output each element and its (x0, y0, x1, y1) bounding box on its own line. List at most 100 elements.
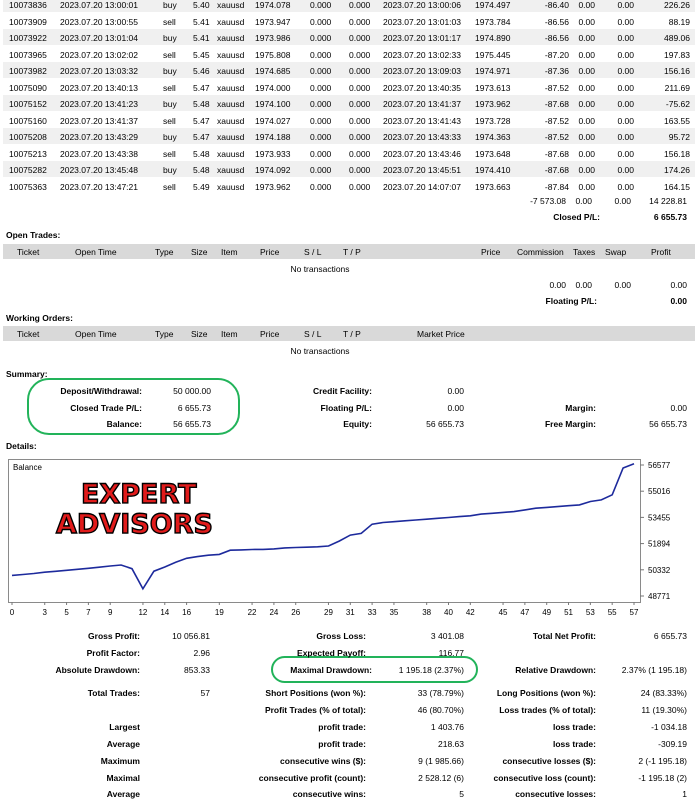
deal-cell-tp: 0.000 (349, 33, 371, 43)
deal-cell-swap: 0.00 (617, 16, 634, 27)
largest-profit-value: 1 403.76 (430, 722, 464, 732)
x-tick-label: 33 (368, 608, 377, 617)
col-open-time: Open Time (75, 329, 117, 339)
free-margin-value: 56 655.73 (649, 419, 687, 429)
y-tick-label: 48771 (648, 592, 671, 601)
avg-consecutive-losses-label: consecutive losses: (515, 789, 596, 799)
deal-cell-sl: 0.000 (310, 49, 332, 60)
deal-cell-size: 5.47 (193, 82, 210, 93)
absolute-drawdown-label: Absolute Drawdown: (55, 665, 140, 675)
deal-cell-commission: -86.56 (544, 33, 569, 43)
deal-cell-ticket: 10073836 (9, 0, 47, 10)
deal-cell-item: xauusd (217, 181, 245, 192)
average-consecutive-label: Average (106, 789, 140, 799)
average-label: Average (106, 739, 140, 749)
deal-cell-ticket: 10073922 (9, 33, 47, 43)
avg-consecutive-wins-value: 5 (459, 789, 464, 799)
deal-cell-time: 2023.07.20 13:00:55 (60, 16, 138, 27)
deal-row: 10073922 2023.07.20 13:01:04 buy 5.41 xauusd… (3, 29, 695, 46)
x-tick-label: 19 (215, 608, 224, 617)
deal-row: 10073836 2023.07.20 13:00:01 buy 5.40 xauusd… (3, 0, 695, 13)
deal-cell-close-time: 2023.07.20 14:07:07 (383, 181, 461, 192)
deal-cell-close-price: 1974.890 (475, 33, 511, 43)
deal-cell-price: 1974.078 (255, 0, 291, 10)
balance-series-line (11, 462, 635, 591)
deal-cell-price: 1974.092 (255, 165, 291, 175)
open-swap: 0.00 (614, 280, 631, 290)
deal-cell-ticket: 10075208 (9, 132, 47, 142)
deal-cell-price: 1973.986 (255, 33, 291, 43)
x-tick-label: 9 (108, 608, 113, 617)
maximal-label: Maximal (106, 773, 140, 783)
maximal-drawdown-label: Maximal Drawdown: (290, 665, 372, 675)
deal-cell-price: 1973.962 (255, 181, 291, 192)
deal-cell-sl: 0.000 (310, 132, 332, 142)
col-item: Item (221, 247, 238, 257)
deal-cell-sl: 0.000 (310, 0, 332, 10)
col-size: Size (191, 329, 208, 339)
deal-cell-close-time: 2023.07.20 13:43:46 (383, 148, 461, 159)
y-tick-label: 55016 (648, 487, 671, 496)
deal-cell-close-time: 2023.07.20 13:01:03 (383, 16, 461, 27)
deal-cell-swap: 0.00 (617, 132, 634, 142)
deal-cell-type: buy (163, 165, 177, 175)
total-profit: 14 228.81 (649, 196, 687, 206)
deal-cell-close-price: 1975.445 (475, 49, 511, 60)
deal-cell-tp: 0.000 (349, 181, 371, 192)
expected-payoff-value: 116.77 (438, 648, 464, 658)
average-loss-label: loss trade: (553, 739, 596, 749)
working-orders-empty: No transactions (290, 346, 350, 356)
deal-cell-type: buy (163, 33, 177, 43)
short-positions-label: Short Positions (won %): (265, 688, 366, 698)
deal-cell-ticket: 10075363 (9, 181, 47, 192)
deal-cell-swap: 0.00 (617, 33, 634, 43)
deal-cell-type: sell (163, 16, 176, 27)
expected-payoff-label: Expected Payoff: (297, 648, 366, 658)
x-tick-label: 12 (138, 608, 147, 617)
deal-cell-sl: 0.000 (310, 66, 332, 76)
x-tick-label: 49 (542, 608, 551, 617)
margin-label: Margin: (565, 403, 596, 413)
deal-cell-close-time: 2023.07.20 13:41:37 (383, 99, 461, 109)
x-tick-label: 53 (586, 608, 595, 617)
deal-cell-commission: -87.52 (544, 82, 569, 93)
deal-cell-profit: 95.72 (668, 132, 690, 142)
deal-cell-ticket: 10075152 (9, 99, 47, 109)
closed-pl-label: Closed P/L: (553, 212, 600, 222)
maximal-consecutive-profit-label: consecutive profit (count): (258, 773, 366, 783)
deal-cell-sl: 0.000 (310, 165, 332, 175)
credit-label: Credit Facility: (312, 386, 372, 396)
average-loss-value: -309.19 (658, 739, 687, 749)
deal-cell-swap: 0.00 (617, 181, 634, 192)
deal-cell-item: xauusd (217, 115, 245, 126)
col-commission: Commission (517, 247, 564, 257)
x-tick-label: 14 (160, 608, 169, 617)
deal-cell-taxes: 0.00 (578, 181, 595, 192)
closed-trade-value: 6 655.73 (177, 403, 211, 413)
deal-cell-tp: 0.000 (349, 66, 371, 76)
open-trades-header: Ticket Open Time Type Size Item Price S … (3, 244, 695, 259)
deal-cell-sl: 0.000 (310, 99, 332, 109)
deal-cell-type: buy (163, 132, 177, 142)
relative-drawdown-value: 2.37% (1 195.18) (621, 665, 687, 675)
col-item: Item (221, 329, 238, 339)
deal-cell-tp: 0.000 (349, 148, 371, 159)
details-title: Details: (6, 441, 37, 451)
deal-cell-close-price: 1973.728 (475, 115, 511, 126)
deal-cell-close-time: 2023.07.20 13:45:51 (383, 165, 461, 175)
gross-loss-value: 3 401.08 (430, 631, 464, 641)
deal-cell-close-time: 2023.07.20 13:01:17 (383, 33, 461, 43)
deal-cell-close-time: 2023.07.20 13:02:33 (383, 49, 461, 60)
deal-cell-close-price: 1974.497 (475, 0, 511, 10)
equity-value: 56 655.73 (426, 419, 464, 429)
deal-cell-size: 5.45 (193, 49, 210, 60)
deal-cell-price: 1973.947 (255, 16, 291, 27)
deal-cell-commission: -87.36 (544, 66, 569, 76)
overlay-text-advisors: ADVISORS (56, 509, 213, 540)
x-tick-label: 51 (564, 608, 573, 617)
deal-cell-size: 5.47 (193, 132, 210, 142)
working-orders-header: Ticket Open Time Type Size Item Price S … (3, 326, 695, 341)
average-profit-value: 218.63 (438, 739, 464, 749)
deal-cell-time: 2023.07.20 13:47:21 (60, 181, 138, 192)
deal-cell-item: xauusd (217, 165, 245, 175)
